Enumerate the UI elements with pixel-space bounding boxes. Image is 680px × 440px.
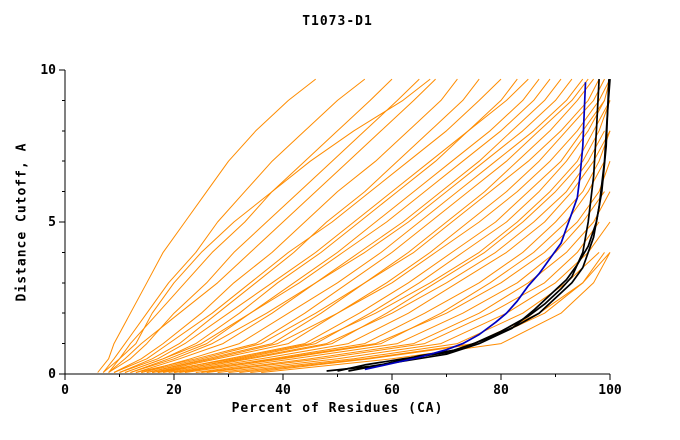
svg-text:80: 80 [493, 383, 509, 398]
chart-title: T1073-D1 [302, 14, 373, 29]
svg-text:0: 0 [61, 383, 69, 398]
svg-text:100: 100 [598, 383, 622, 398]
svg-text:20: 20 [166, 383, 182, 398]
svg-text:10: 10 [40, 63, 56, 78]
svg-text:60: 60 [384, 383, 400, 398]
svg-text:40: 40 [275, 383, 291, 398]
svg-text:0: 0 [48, 367, 56, 382]
svg-text:5: 5 [48, 215, 56, 230]
x-axis-label: Percent of Residues (CA) [231, 401, 444, 416]
